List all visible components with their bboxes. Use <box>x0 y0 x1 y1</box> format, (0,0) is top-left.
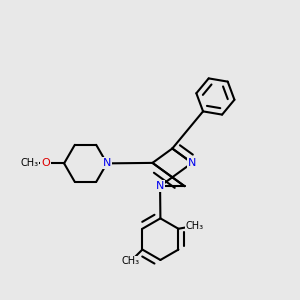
Text: N: N <box>188 158 196 168</box>
Text: CH₃: CH₃ <box>122 256 140 266</box>
Text: N: N <box>156 181 164 191</box>
Text: O: O <box>41 158 50 168</box>
Text: CH₃: CH₃ <box>20 158 38 168</box>
Text: CH₃: CH₃ <box>186 221 204 231</box>
Text: N: N <box>103 158 111 168</box>
